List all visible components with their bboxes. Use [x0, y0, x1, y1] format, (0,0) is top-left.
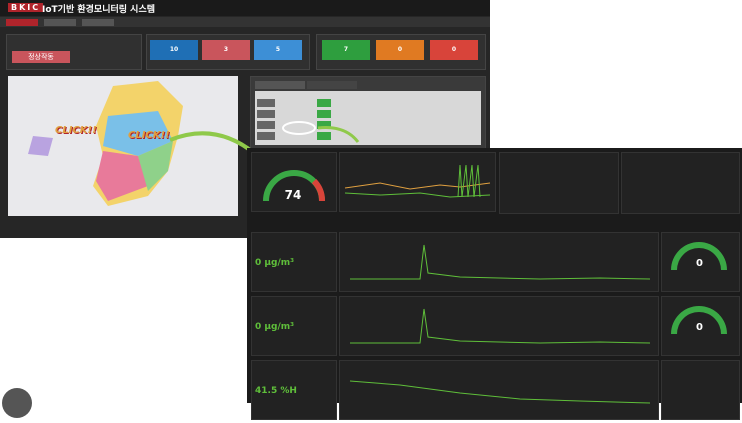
back-screen: BKIC IoT기반 환경모니터링 시스템 정상작동 10 3 5 7 0 0 CLICK…	[0, 0, 490, 238]
chart-card	[339, 152, 496, 212]
trend-chart	[349, 380, 651, 404]
table-grid	[255, 81, 481, 145]
gauge-card	[251, 152, 337, 212]
log-table	[621, 152, 740, 214]
gauge-arc	[311, 178, 326, 202]
trend-chart	[350, 308, 651, 344]
app-title: IoT기반 환경모니터링 시스템	[42, 5, 156, 15]
tab[interactable]	[44, 19, 76, 26]
reading-value: 0 μg/m³	[255, 322, 295, 332]
gauge-value: 74	[284, 188, 302, 202]
stat-tile: 0	[430, 40, 478, 60]
log-table	[499, 152, 619, 214]
line	[344, 192, 491, 198]
chart-card	[339, 232, 659, 292]
gauge	[263, 170, 326, 202]
reading-value: 41.5 %H	[255, 386, 297, 396]
table-body	[255, 91, 481, 145]
status-panel	[6, 34, 142, 70]
device-table	[250, 76, 486, 150]
tab[interactable]	[6, 19, 38, 26]
logo: BKIC	[8, 3, 44, 12]
table-tab[interactable]	[255, 81, 305, 89]
cell	[257, 99, 275, 107]
lens-icon[interactable]	[2, 388, 32, 418]
callout: CLICK!!	[55, 125, 97, 136]
reading-card	[251, 296, 337, 356]
line-chart	[344, 164, 491, 198]
stat-tile: 7	[322, 40, 370, 60]
region	[103, 111, 173, 156]
line	[350, 308, 651, 344]
stat-tile: 3	[202, 40, 250, 60]
gauge-value: 0	[696, 258, 703, 269]
region	[96, 151, 148, 201]
trend-chart	[350, 244, 651, 280]
cell	[317, 121, 331, 129]
chart-card	[339, 360, 659, 420]
tab[interactable]	[82, 19, 114, 26]
highlight	[282, 121, 316, 135]
region	[28, 136, 53, 156]
cell	[317, 132, 331, 140]
tab-bar	[0, 17, 490, 27]
top-bar	[0, 0, 490, 16]
map-panel	[8, 76, 238, 216]
region	[138, 141, 173, 191]
stat-tile: 10	[150, 40, 198, 60]
callout: CLICK!!	[128, 130, 170, 141]
line	[344, 182, 491, 190]
cell	[257, 121, 275, 129]
cell	[317, 110, 331, 118]
line	[349, 380, 651, 404]
chart-card	[339, 296, 659, 356]
stat-tile: 0	[376, 40, 424, 60]
reading-value: 0 μg/m³	[255, 258, 295, 268]
gauge-card	[661, 360, 740, 420]
map	[28, 81, 183, 206]
gauge-value: 0	[696, 322, 703, 333]
front-screen: 74 0 μg/m³ 0 0 μg/m³ 0 41.5 %H	[247, 148, 742, 420]
table-tab[interactable]	[307, 81, 357, 89]
reading-card	[251, 232, 337, 292]
cell	[257, 132, 275, 140]
status-badge: 정상작동	[12, 51, 70, 63]
arrow	[317, 126, 360, 143]
cell	[317, 99, 331, 107]
cell	[257, 110, 275, 118]
stat-tile: 5	[254, 40, 302, 60]
line	[350, 244, 651, 280]
line	[457, 164, 481, 198]
